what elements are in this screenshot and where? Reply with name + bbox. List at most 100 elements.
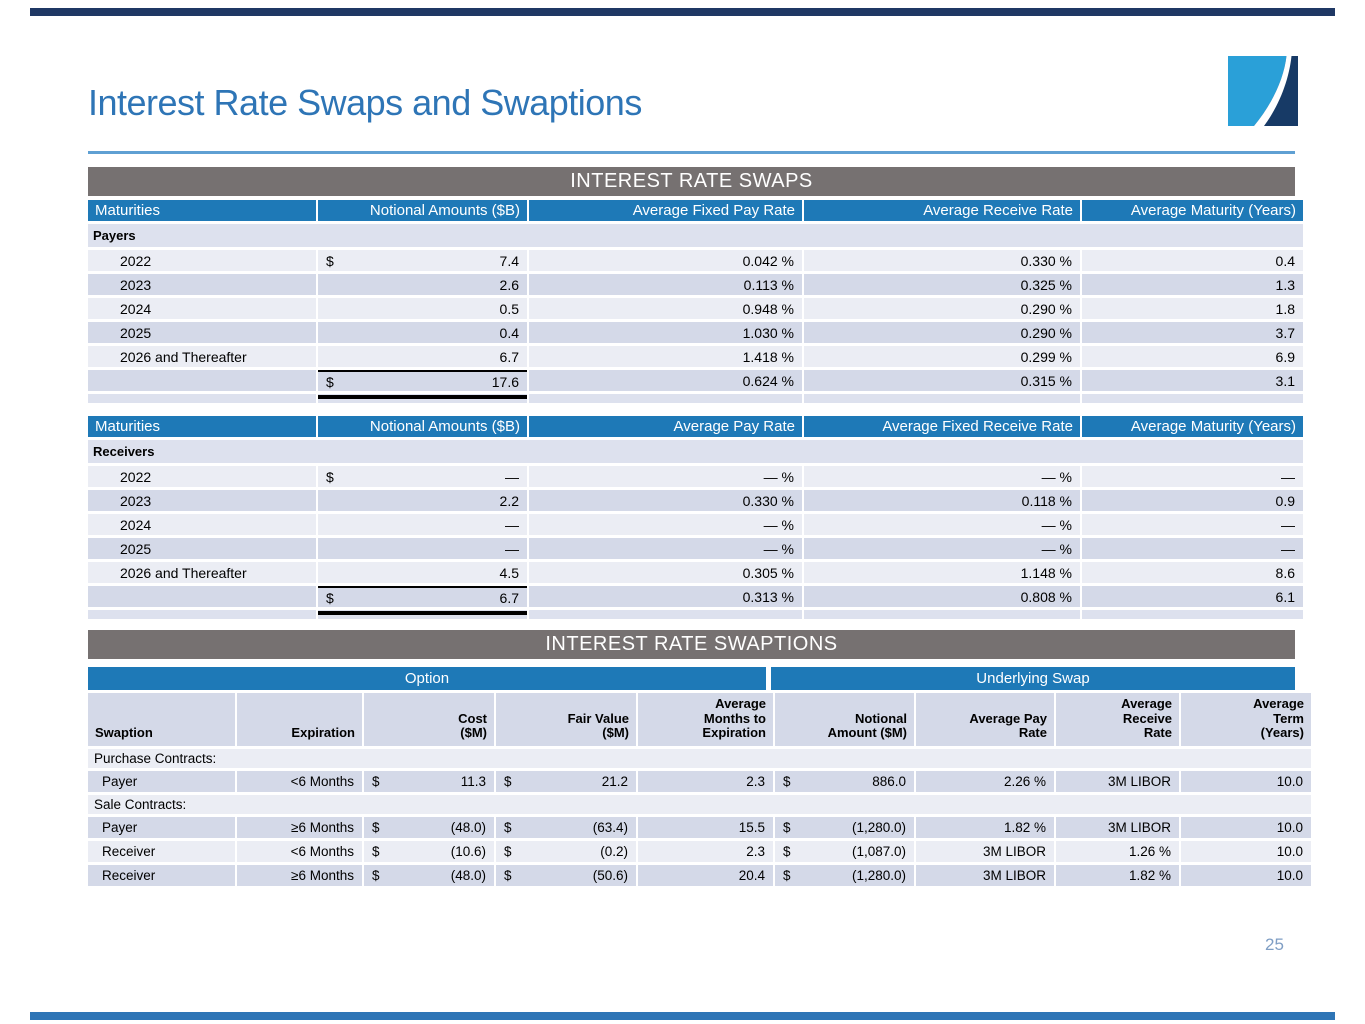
group-row: Payers (88, 224, 1303, 247)
cell-fair-value: $21.2 (496, 771, 636, 793)
cell-term: 10.0 (1181, 771, 1311, 793)
cell-months-to-expiration: 2.3 (638, 841, 773, 863)
currency-symbol: $ (326, 589, 334, 606)
table-row: Payer ≥6 Months $ (48.0) $ (63.4) 15.5 $ (1… (88, 817, 1311, 839)
column-header: Expiration (237, 693, 362, 747)
table-row: 2022 $ — — % — % — (88, 466, 1303, 487)
section-bar-swaptions: INTEREST RATE SWAPTIONS (88, 630, 1295, 659)
cell-pay-rate: — % (529, 538, 802, 559)
cell-swaption: Payer (88, 771, 235, 793)
cell-months-to-expiration: 15.5 (638, 817, 773, 839)
cell-notional: 2.6 (318, 274, 527, 295)
cell-pay-rate: 3M LIBOR (916, 865, 1054, 887)
cell-avg-maturity: 8.6 (1082, 562, 1303, 583)
title-divider-line (88, 151, 1295, 154)
total-row: $6.7 0.313 % 0.808 % 6.1 (88, 586, 1303, 607)
group-row: Sale Contracts: (88, 795, 1311, 815)
cell-cost: $ (48.0) (364, 817, 494, 839)
spacer-row (88, 394, 1303, 403)
cell-notional: 4.5 (318, 562, 527, 583)
cell-pay-rate: 0.305 % (529, 562, 802, 583)
column-header: Notional Amounts ($B) (318, 200, 527, 221)
cell-maturity: 2024 (88, 298, 316, 319)
cell-maturity: 2026 and Thereafter (88, 562, 316, 583)
column-header: Average Term (Years) (1181, 693, 1311, 747)
cell-receive-rate: — % (804, 466, 1080, 487)
cell-receive-rate: 3M LIBOR (1056, 771, 1179, 793)
cell-maturity: 2022 (88, 250, 316, 271)
cell-months-to-expiration: 20.4 (638, 865, 773, 887)
cell-receive-rate: 3M LIBOR (1056, 817, 1179, 839)
cell-avg-maturity: 1.3 (1082, 274, 1303, 295)
column-header: Maturities (88, 200, 316, 221)
currency-symbol: $ (504, 774, 512, 790)
group-label: Payers (88, 224, 1303, 247)
cell-receive-rate: 1.82 % (1056, 865, 1179, 887)
cell-pay-rate: 0.042 % (529, 250, 802, 271)
group-header-bar: Option Underlying Swap (88, 667, 1295, 690)
cell-notional: 6.7 (318, 346, 527, 367)
cell-expiration: <6 Months (237, 841, 362, 863)
cell-avg-maturity: 6.1 (1082, 586, 1303, 607)
cell-pay-rate: 1.418 % (529, 346, 802, 367)
column-header: Average Fixed Pay Rate (529, 200, 802, 221)
currency-symbol: $ (326, 468, 334, 485)
cell-notional: 0.5 (318, 298, 527, 319)
currency-symbol: $ (372, 868, 380, 884)
table-row: 2026 and Thereafter 6.7 1.418 % 0.299 % … (88, 346, 1303, 367)
column-header: Average Maturity (Years) (1082, 200, 1303, 221)
total-row: $17.6 0.624 % 0.315 % 3.1 (88, 370, 1303, 391)
bottom-accent-bar (30, 1012, 1335, 1020)
currency-symbol: $ (783, 774, 791, 790)
cell-expiration: <6 Months (237, 771, 362, 793)
table-header-row: Maturities Notional Amounts ($B) Average… (88, 416, 1303, 437)
top-accent-bar (30, 8, 1335, 16)
cell-pay-rate: 0.330 % (529, 490, 802, 511)
currency-symbol: $ (504, 844, 512, 860)
cell-maturity: 2023 (88, 490, 316, 511)
cell-term: 10.0 (1181, 865, 1311, 887)
cell-avg-maturity: 0.4 (1082, 250, 1303, 271)
cell-maturity: 2026 and Thereafter (88, 346, 316, 367)
section-bar-swaps: INTEREST RATE SWAPS (88, 167, 1295, 196)
currency-symbol: $ (783, 820, 791, 836)
group-label: Sale Contracts: (88, 795, 1311, 815)
cell-term: 10.0 (1181, 841, 1311, 863)
currency-symbol: $ (326, 252, 334, 269)
cell-avg-maturity: 1.8 (1082, 298, 1303, 319)
cell-avg-maturity: 0.9 (1082, 490, 1303, 511)
table-row: 2025 — — % — % — (88, 538, 1303, 559)
cell-avg-maturity: — (1082, 514, 1303, 535)
receivers-table: Maturities Notional Amounts ($B) Average… (86, 413, 1305, 622)
cell-expiration: ≥6 Months (237, 817, 362, 839)
column-header: Average Maturity (Years) (1082, 416, 1303, 437)
table-row: Receiver <6 Months $ (10.6) $ (0.2) 2.3 $(… (88, 841, 1311, 863)
cell-notional: — (318, 538, 527, 559)
cell-maturity: 2022 (88, 466, 316, 487)
currency-symbol: $ (326, 373, 334, 390)
cell-avg-maturity: — (1082, 466, 1303, 487)
cell-maturity: 2023 (88, 274, 316, 295)
currency-symbol: $ (504, 868, 512, 884)
cell-receive-rate: 0.118 % (804, 490, 1080, 511)
cell-months-to-expiration: 2.3 (638, 771, 773, 793)
column-header: Notional Amounts ($B) (318, 416, 527, 437)
cell-notional: $ (1,087.0) (775, 841, 914, 863)
cell-avg-maturity: 3.7 (1082, 322, 1303, 343)
cell-maturity: 2025 (88, 538, 316, 559)
double-underline (318, 611, 527, 615)
table-row: 2024 — — % — % — (88, 514, 1303, 535)
cell-fair-value: $ (50.6) (496, 865, 636, 887)
column-header: Average Pay Rate (529, 416, 802, 437)
currency-symbol: $ (372, 820, 380, 836)
cell-pay-rate: 0.948 % (529, 298, 802, 319)
cell-receive-rate: — % (804, 538, 1080, 559)
cell-notional: 2.2 (318, 490, 527, 511)
table-row: Payer <6 Months $11.3 $21.2 2.3 $886.0 2… (88, 771, 1311, 793)
cell-swaption: Receiver (88, 865, 235, 887)
currency-symbol: $ (372, 844, 380, 860)
cell-receive-rate: 0.808 % (804, 586, 1080, 607)
table-row: 2022 $7.4 0.042 % 0.330 % 0.4 (88, 250, 1303, 271)
cell-pay-rate: 0.113 % (529, 274, 802, 295)
